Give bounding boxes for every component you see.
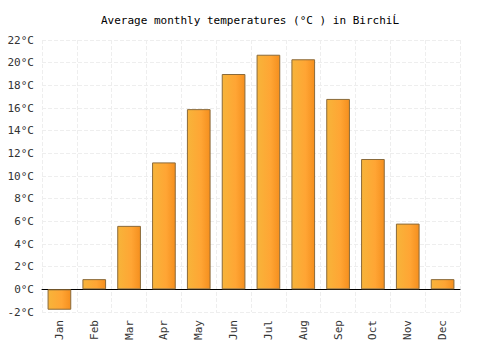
svg-text:Jan: Jan bbox=[53, 320, 66, 340]
svg-text:Oct: Oct bbox=[366, 320, 379, 340]
svg-text:Sep: Sep bbox=[332, 320, 345, 340]
svg-text:2°C: 2°C bbox=[14, 260, 34, 273]
svg-text:Dec: Dec bbox=[436, 320, 449, 340]
svg-text:Jun: Jun bbox=[227, 320, 240, 340]
svg-text:Aug: Aug bbox=[297, 320, 310, 340]
svg-text:May: May bbox=[192, 320, 205, 340]
svg-text:Jul: Jul bbox=[262, 320, 275, 340]
svg-text:14°C: 14°C bbox=[8, 124, 35, 137]
svg-text:8°C: 8°C bbox=[14, 192, 34, 205]
svg-text:6°C: 6°C bbox=[14, 215, 34, 228]
svg-text:0°C: 0°C bbox=[14, 283, 34, 296]
svg-text:Apr: Apr bbox=[157, 320, 170, 340]
svg-text:Nov: Nov bbox=[401, 320, 414, 340]
svg-text:12°C: 12°C bbox=[8, 147, 35, 160]
svg-text:18°C: 18°C bbox=[8, 79, 35, 92]
svg-text:20°C: 20°C bbox=[8, 56, 35, 69]
svg-text:Mar: Mar bbox=[123, 320, 136, 340]
svg-text:22°C: 22°C bbox=[8, 34, 35, 47]
svg-text:Average monthly temperatures (: Average monthly temperatures (°C ) in Bi… bbox=[101, 14, 399, 27]
svg-text:4°C: 4°C bbox=[14, 238, 34, 251]
svg-text:Feb: Feb bbox=[88, 320, 101, 340]
svg-text:-2°C: -2°C bbox=[8, 306, 35, 319]
svg-text:10°C: 10°C bbox=[8, 170, 35, 183]
svg-text:16°C: 16°C bbox=[8, 102, 35, 115]
